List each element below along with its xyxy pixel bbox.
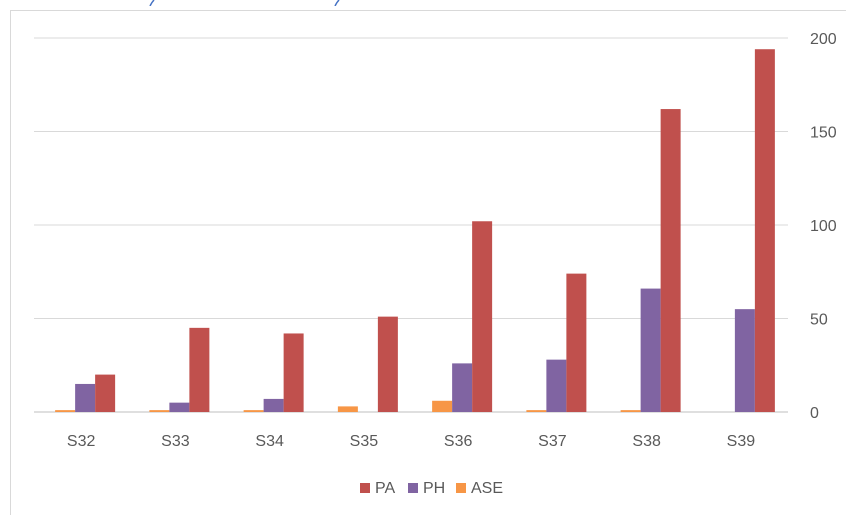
- x-tick-label: S34: [255, 433, 284, 450]
- bar-pa-s38: [660, 109, 681, 412]
- bar-ph-s39: [734, 309, 755, 412]
- legend-swatch-ph: [408, 483, 418, 493]
- x-tick-label: S38: [632, 433, 661, 450]
- bar-ase-s32: [55, 410, 76, 412]
- bar-ph-s36: [452, 363, 473, 412]
- bar-ase-s33: [149, 410, 170, 412]
- y-tick-label: 50: [810, 312, 828, 329]
- bar-pa-s37: [566, 273, 587, 412]
- bar-pa-s32: [95, 374, 116, 412]
- bar-ase-s38: [620, 410, 641, 412]
- bar-pa-s36: [472, 221, 493, 412]
- chart-area: [10, 10, 846, 515]
- bar-pa-s35: [377, 316, 398, 412]
- bar-ph-s32: [75, 383, 96, 412]
- bar-ph-s33: [169, 402, 190, 412]
- x-tick-label: S37: [538, 433, 567, 450]
- x-tick-label: S36: [444, 433, 473, 450]
- bar-pa-s33: [189, 327, 210, 412]
- bar-ph-s38: [640, 288, 661, 412]
- bar-ph-s34: [263, 398, 284, 412]
- bar-ph-s37: [546, 359, 567, 412]
- y-tick-label: 0: [810, 405, 819, 422]
- y-tick-label: 200: [810, 31, 837, 48]
- x-tick-label: S35: [350, 433, 379, 450]
- y-tick-label: 100: [810, 218, 837, 235]
- bar-ase-s34: [243, 410, 264, 412]
- legend-swatch-pa: [360, 483, 370, 493]
- legend-swatch-ase: [456, 483, 466, 493]
- bars: [55, 49, 775, 412]
- x-tick-label: S32: [67, 433, 96, 450]
- legend: PA PH ASE: [360, 480, 503, 497]
- top-edge-decoration: [0, 0, 846, 6]
- bar-ase-s35: [337, 406, 358, 412]
- x-axis-tick-labels: S32 S33 S34 S35 S36 S37 S38 S39: [67, 433, 755, 450]
- legend-label-ase: ASE: [471, 480, 503, 497]
- bar-pa-s34: [283, 333, 304, 412]
- legend-label-ph: PH: [423, 480, 445, 497]
- bar-pa-s39: [754, 49, 775, 412]
- x-tick-label: S39: [727, 433, 756, 450]
- legend-label-pa: PA: [375, 480, 395, 497]
- y-axis-tick-labels: 0 50 100 150 200: [810, 31, 837, 422]
- bar-ase-s37: [526, 410, 547, 412]
- y-tick-label: 150: [810, 125, 837, 142]
- bar-ase-s36: [432, 400, 453, 412]
- x-tick-label: S33: [161, 433, 190, 450]
